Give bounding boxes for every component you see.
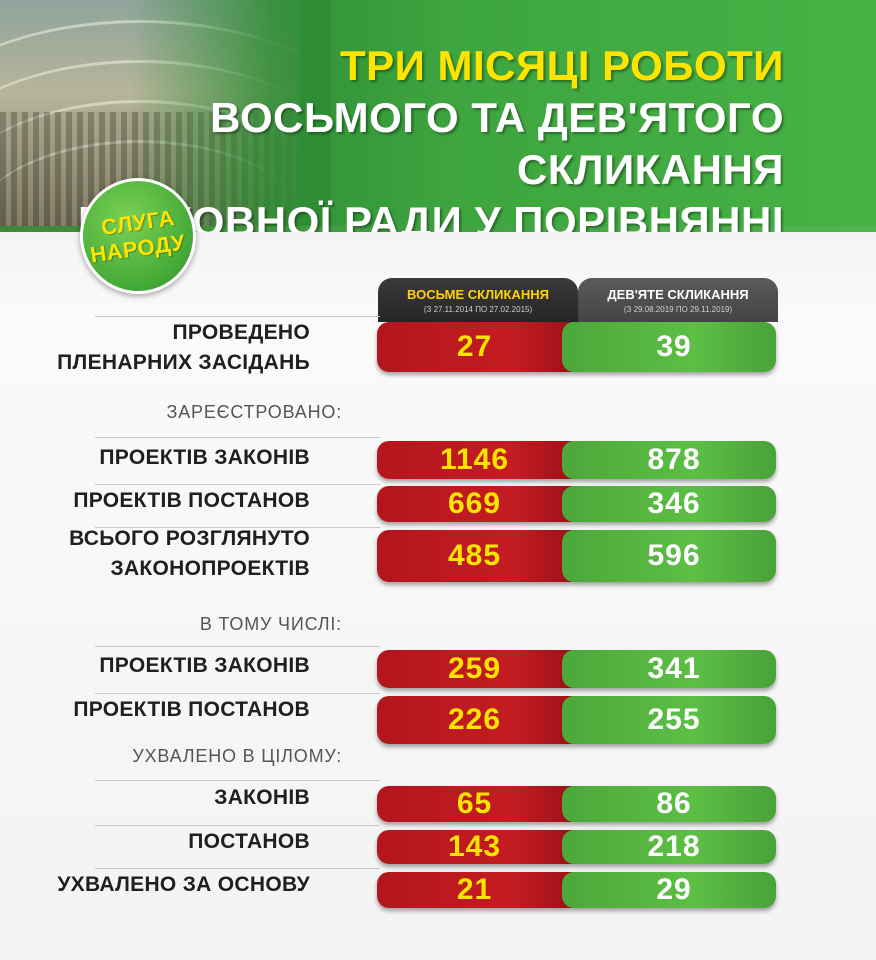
row-label: ПОСТАНОВ — [188, 827, 310, 857]
title-line-1: ТРИ МІСЯЦІ РОБОТИ — [339, 42, 784, 89]
value-ninth-convocation: 218 — [562, 830, 776, 864]
row-label-line-1: ВСЬОГО РОЗГЛЯНУТО — [69, 527, 310, 550]
row-separator — [95, 868, 380, 869]
value-ninth-convocation: 878 — [562, 441, 776, 479]
value-eighth-convocation: 21 — [377, 872, 572, 908]
row-label-line-1: ЗАКОНІВ — [214, 786, 310, 809]
value-eighth-label: 65 — [456, 787, 493, 820]
column-title-eighth: ВОСЬМЕ СКЛИКАННЯ — [407, 287, 549, 302]
value-eighth-label: 669 — [447, 487, 502, 520]
value-ninth-label: 878 — [647, 443, 701, 476]
row-separator — [95, 825, 380, 826]
value-eighth-label: 21 — [456, 873, 493, 906]
row-label-line-1: ПРОЕКТІВ ПОСТАНОВ — [73, 489, 310, 512]
row-label: ПРОВЕДЕНО ПЛЕНАРНИХ ЗАСІДАНЬ — [57, 318, 310, 378]
title-line-2: ВОСЬМОГО ТА ДЕВ'ЯТОГО СКЛИКАННЯ — [210, 94, 784, 193]
value-ninth-convocation: 596 — [562, 530, 776, 582]
row-separator — [95, 316, 380, 317]
value-ninth-convocation: 255 — [562, 696, 776, 744]
value-eighth-label: 226 — [447, 703, 502, 736]
section-label-adopted: УХВАЛЕНО В ЦІЛОМУ: — [132, 746, 342, 766]
row-label: ЗАКОНІВ — [214, 783, 310, 813]
value-eighth-label: 1146 — [439, 443, 510, 476]
row-separator — [95, 527, 380, 528]
row-label-line-1: ПРОЕКТІВ ЗАКОНІВ — [99, 654, 310, 677]
value-ninth-convocation: 39 — [562, 322, 776, 372]
title-line-3: ВЕРХОВНОЇ РАДИ У ПОРІВНЯННІ — [78, 198, 784, 232]
value-eighth-convocation: 65 — [377, 786, 572, 822]
value-eighth-convocation: 143 — [377, 830, 572, 864]
row-separator — [95, 437, 380, 438]
value-eighth-label: 259 — [447, 652, 502, 685]
section-label-registered: ЗАРЕЄСТРОВАНО: — [166, 402, 342, 422]
row-label: УХВАЛЕНО ЗА ОСНОВУ — [57, 870, 310, 900]
party-logo: СЛУГА НАРОДУ — [80, 178, 196, 294]
row-label: ВСЬОГО РОЗГЛЯНУТО ЗАКОНОПРОЕКТІВ — [69, 524, 310, 584]
value-ninth-convocation: 341 — [562, 650, 776, 688]
value-eighth-label: 485 — [447, 539, 502, 572]
value-eighth-convocation: 485 — [377, 530, 572, 582]
value-eighth-convocation: 669 — [377, 486, 572, 522]
value-ninth-label: 255 — [647, 703, 701, 736]
column-period-ninth: (З 29.08.2019 ПО 29.11.2019) — [623, 305, 733, 314]
value-ninth-label: 341 — [647, 652, 701, 685]
column-title-ninth: ДЕВ'ЯТЕ СКЛИКАННЯ — [607, 287, 749, 302]
page-title: ТРИ МІСЯЦІ РОБОТИ ВОСЬМОГО ТА ДЕВ'ЯТОГО … — [0, 40, 784, 232]
row-separator — [95, 693, 380, 694]
row-label-line-1: ПРОЕКТІВ ЗАКОНІВ — [99, 446, 310, 469]
value-ninth-convocation: 346 — [562, 486, 776, 522]
value-ninth-label: 218 — [647, 830, 701, 863]
row-separator — [95, 484, 380, 485]
value-eighth-label: 27 — [456, 330, 493, 363]
value-ninth-label: 39 — [656, 330, 692, 363]
row-label-line-2: ЗАКОНОПРОЕКТІВ — [110, 557, 310, 580]
row-label-line-1: ПРОЕКТІВ ПОСТАНОВ — [73, 698, 310, 721]
value-eighth-convocation: 1146 — [377, 441, 572, 479]
value-ninth-convocation: 29 — [562, 872, 776, 908]
row-label-line-1: ПОСТАНОВ — [188, 830, 310, 853]
section-label-including: В ТОМУ ЧИСЛІ: — [199, 614, 342, 634]
value-eighth-convocation: 226 — [377, 696, 572, 744]
row-label: ПРОЕКТІВ ЗАКОНІВ — [99, 651, 310, 681]
row-label: ПРОЕКТІВ ПОСТАНОВ — [73, 486, 310, 516]
row-label-line-1: УХВАЛЕНО ЗА ОСНОВУ — [57, 873, 310, 896]
column-header-eighth: ВОСЬМЕ СКЛИКАННЯ (З 27.11.2014 ПО 27.02.… — [378, 278, 578, 322]
value-eighth-convocation: 259 — [377, 650, 572, 688]
row-separator — [95, 646, 380, 647]
row-label: ПРОЕКТІВ ПОСТАНОВ — [73, 695, 310, 725]
value-ninth-convocation: 86 — [562, 786, 776, 822]
value-ninth-label: 346 — [647, 487, 701, 520]
column-header-ninth: ДЕВ'ЯТЕ СКЛИКАННЯ (З 29.08.2019 ПО 29.11… — [578, 278, 778, 322]
row-label-line-2: ПЛЕНАРНИХ ЗАСІДАНЬ — [57, 351, 310, 374]
row-label-line-1: ПРОВЕДЕНО — [172, 321, 310, 344]
row-label: ПРОЕКТІВ ЗАКОНІВ — [99, 443, 310, 473]
row-separator — [95, 780, 380, 781]
value-eighth-convocation: 27 — [377, 322, 572, 372]
value-ninth-label: 29 — [656, 873, 692, 906]
column-period-eighth: (З 27.11.2014 ПО 27.02.2015) — [423, 305, 533, 314]
value-eighth-label: 143 — [447, 830, 502, 863]
value-ninth-label: 596 — [647, 539, 701, 572]
value-ninth-label: 86 — [656, 787, 692, 820]
